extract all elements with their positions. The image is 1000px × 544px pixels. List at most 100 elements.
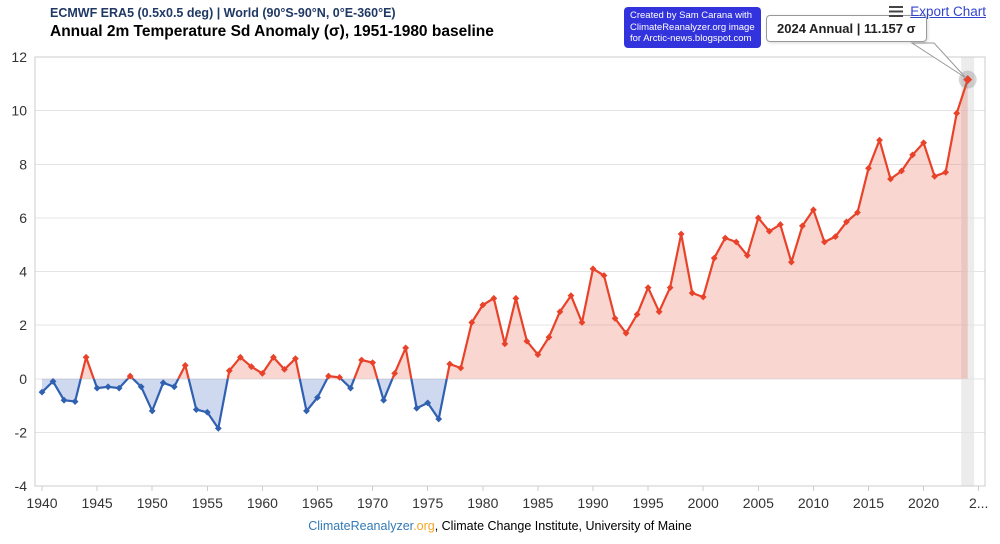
point-marker[interactable] [170,383,178,391]
point-marker[interactable] [82,353,90,361]
point-marker[interactable] [71,398,79,405]
point-marker[interactable] [314,394,321,401]
dataset-title: ECMWF ERA5 (0.5x0.5 deg) | World (90°S-9… [50,6,396,20]
point-marker[interactable] [909,151,916,159]
point-marker[interactable] [126,372,134,380]
point-marker[interactable] [578,319,586,326]
point-marker[interactable] [633,311,641,318]
point-marker[interactable] [622,329,630,337]
point-marker[interactable] [468,319,476,326]
point-marker[interactable] [810,206,817,214]
point-marker[interactable] [710,254,718,262]
menu-icon [889,6,904,17]
area-positive [80,79,968,379]
x-axis-label: 1975 [412,495,443,511]
point-marker[interactable] [677,230,685,238]
point-marker[interactable] [159,379,167,387]
point-marker[interactable] [490,294,498,302]
point-marker[interactable] [391,369,399,377]
point-marker[interactable] [93,384,101,392]
point-marker[interactable] [743,252,751,259]
point-marker[interactable] [787,258,795,266]
point-marker[interactable] [821,238,828,246]
point-marker[interactable] [137,383,145,391]
point-marker[interactable] [457,364,465,372]
point-marker[interactable] [942,168,950,176]
point-marker[interactable] [798,222,806,230]
point-marker[interactable] [181,361,189,369]
point-marker[interactable] [49,378,57,385]
point-marker[interactable] [931,172,939,180]
x-axis-label: 1985 [522,495,553,511]
point-marker[interactable] [380,396,388,404]
point-marker[interactable] [148,407,156,415]
point-marker[interactable] [920,139,927,147]
point-marker[interactable] [589,265,597,273]
point-marker[interactable] [776,221,784,228]
point-marker[interactable] [545,333,553,341]
y-axis-label: -4 [15,478,28,494]
point-marker[interactable] [732,238,740,246]
point-marker[interactable] [303,407,310,415]
point-marker[interactable] [688,289,696,297]
point-marker[interactable] [347,384,354,392]
point-marker[interactable] [259,369,266,377]
point-marker[interactable] [281,365,288,373]
point-marker[interactable] [214,424,222,432]
point-marker[interactable] [721,234,729,242]
point-marker[interactable] [865,164,872,172]
y-axis-label: 2 [19,317,27,333]
point-marker[interactable] [843,218,850,226]
point-marker[interactable] [104,383,112,391]
export-chart-button[interactable]: Export Chart [888,4,986,19]
point-marker[interactable] [203,408,211,416]
point-marker[interactable] [832,233,839,241]
point-marker[interactable] [435,415,443,423]
footer-site-text[interactable]: ClimateReanalyzer [308,519,414,533]
point-marker[interactable] [369,359,376,367]
point-marker[interactable] [270,353,277,361]
tooltip-text: 2024 Annual | 11.157 σ [777,21,916,36]
point-marker[interactable] [567,292,575,300]
footer-tld-text[interactable]: .org [413,519,435,533]
point-marker[interactable] [655,308,663,316]
y-axis-label: 8 [19,156,27,172]
point-marker[interactable] [898,167,905,175]
point-marker[interactable] [876,136,883,144]
point-marker[interactable] [600,272,608,279]
footer-site-link[interactable]: ClimateReanalyzer.org [308,519,434,533]
point-marker[interactable] [953,109,961,117]
tooltip-callout [910,42,967,79]
point-marker[interactable] [523,337,531,345]
point-marker[interactable] [115,384,123,392]
point-marker[interactable] [644,284,652,291]
point-marker[interactable] [247,363,255,371]
point-marker[interactable] [225,367,233,375]
point-marker[interactable] [512,294,520,302]
point-marker[interactable] [336,374,343,381]
point-marker[interactable] [446,360,454,368]
point-marker[interactable] [413,404,421,412]
point-marker[interactable] [236,353,244,361]
point-marker[interactable] [325,372,332,380]
point-marker[interactable] [424,399,432,407]
point-marker[interactable] [699,293,707,301]
point-marker[interactable] [192,406,200,413]
point-marker[interactable] [479,301,487,309]
point-marker[interactable] [292,355,299,363]
point-marker[interactable] [854,209,861,216]
point-marker[interactable] [556,308,564,316]
x-axis-label: 2015 [853,495,884,511]
point-marker[interactable] [765,227,773,235]
point-marker[interactable] [60,396,68,404]
point-marker[interactable] [754,214,762,222]
point-marker[interactable] [38,388,46,396]
point-marker[interactable] [611,315,619,322]
point-marker[interactable] [358,356,365,364]
point-marker[interactable] [402,344,410,352]
point-marker[interactable] [666,284,674,291]
point-marker[interactable] [887,175,894,183]
point-marker[interactable] [501,340,509,348]
point-marker[interactable] [534,351,542,359]
